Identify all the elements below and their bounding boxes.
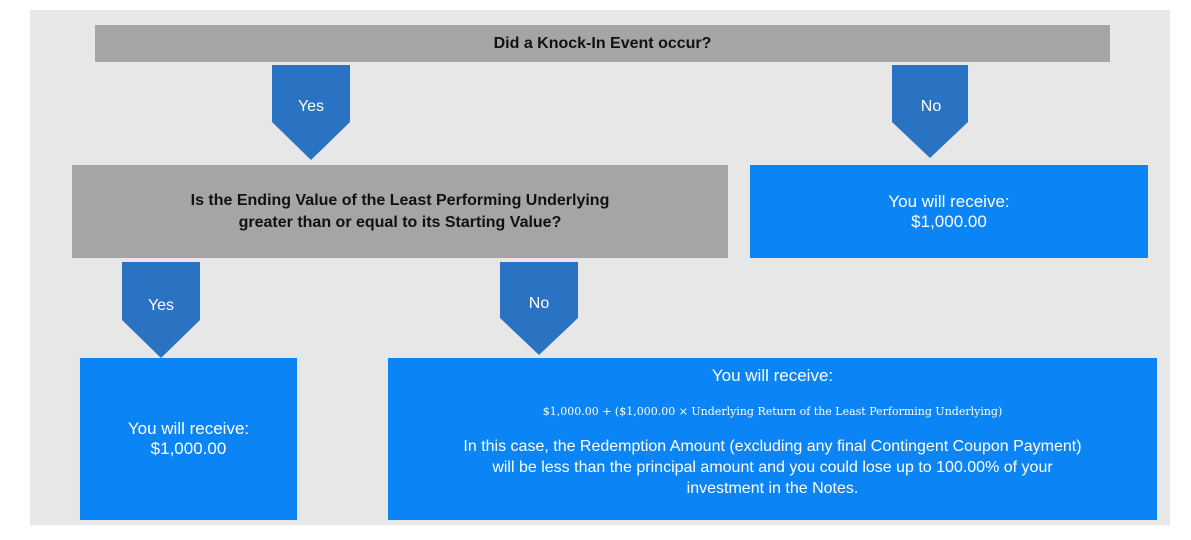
outcome-line: $1,000.00 — [150, 439, 227, 458]
arrow — [122, 262, 200, 358]
outcome-heading: You will receive: — [711, 366, 834, 385]
question-box: Is the Ending Value of the Least Perform… — [72, 165, 728, 258]
arrow-label: No — [528, 295, 550, 312]
question-box: Did a Knock-In Event occur? — [95, 25, 1110, 62]
arrow — [272, 65, 350, 160]
arrow-label: Yes — [147, 297, 175, 314]
outcome-line: You will receive: — [888, 191, 1010, 211]
question-line: greater than or equal to its Starting Va… — [238, 213, 562, 231]
question-line: Is the Ending Value of the Least Perform… — [190, 191, 610, 209]
arrow — [500, 262, 578, 355]
formula: $1,000.00 + ($1,000.00 × Underlying Retu… — [542, 405, 1003, 418]
outcome-box: You will receive: $1,000.00 — [750, 165, 1148, 258]
outcome-box: You will receive: $1,000.00 + ($1,000.00… — [388, 358, 1157, 520]
arrow — [892, 65, 968, 158]
outcome-line: $1,000.00 — [911, 211, 987, 231]
arrow-label: Yes — [297, 98, 325, 115]
outcome-box: You will receive: $1,000.00 — [80, 358, 297, 520]
question: Did a Knock-In Event occur? — [493, 34, 712, 52]
note: In this case, the Redemption Amount (exc… — [463, 438, 1082, 497]
arrow-label: No — [920, 98, 942, 115]
outcome-line: You will receive: — [127, 419, 250, 438]
